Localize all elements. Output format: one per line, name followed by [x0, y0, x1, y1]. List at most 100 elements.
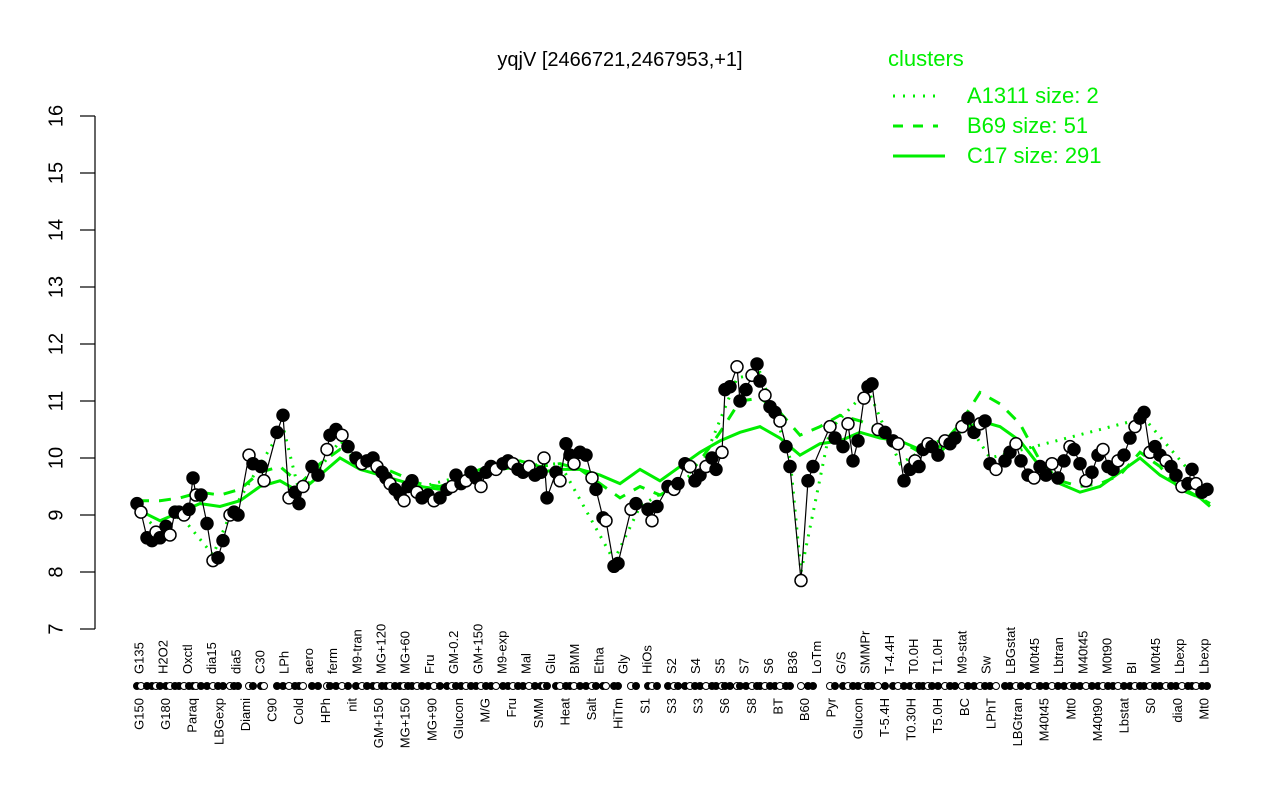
data-point: [1169, 468, 1183, 482]
data-point: [611, 556, 625, 571]
x-tick-label: LoTm: [809, 641, 824, 674]
x-tick-label: Paraq: [185, 698, 200, 733]
data-point: [806, 459, 820, 474]
x-tick-label: T5.0H: [930, 698, 945, 733]
data-point: [683, 459, 697, 474]
data-point: [671, 476, 685, 491]
x-tick-label: C30: [252, 650, 267, 674]
x-tick-label: LBGstat: [1003, 627, 1018, 674]
x-tick-label: G/S: [833, 651, 848, 674]
data-point: [257, 474, 271, 488]
data-point: [878, 425, 892, 440]
rug-point: [344, 682, 352, 690]
x-tick-label: S6: [717, 698, 732, 714]
x-tick-label: Mal: [519, 653, 534, 674]
data-point: [433, 491, 447, 505]
x-tick-label: S3: [691, 698, 706, 714]
data-point: [540, 491, 554, 505]
x-tick-label: HiTm: [611, 698, 626, 729]
data-point: [1051, 471, 1065, 485]
x-tick-label: M/G: [478, 698, 493, 723]
data-point: [579, 448, 593, 462]
x-tick-label: BI: [1124, 662, 1139, 674]
rug-point: [614, 682, 622, 690]
y-tick-label: 7: [45, 623, 67, 634]
data-point: [865, 377, 879, 391]
x-tick-label: T-5.4H: [877, 698, 892, 737]
x-tick-label: M0t45: [1148, 638, 1163, 674]
data-point: [828, 431, 842, 445]
x-tick-label: LBGexp: [211, 698, 226, 745]
legend-entry-c17: C17 size: 291: [967, 143, 1102, 168]
data-point: [846, 454, 860, 468]
data-point: [730, 360, 744, 374]
data-point: [1009, 437, 1023, 451]
data-point: [753, 374, 767, 388]
rug-point: [726, 682, 734, 690]
x-tick-label: GM+150: [470, 624, 485, 674]
data-point: [1117, 448, 1131, 462]
data-point: [629, 496, 643, 511]
rug-point: [951, 682, 959, 690]
x-tick-label: G150: [131, 698, 146, 730]
x-tick-label: Glucon: [451, 698, 466, 739]
x-tick-label: dia0: [1170, 698, 1185, 723]
x-tick-label: LPh: [277, 651, 292, 674]
data-point: [254, 459, 268, 474]
data-point: [931, 448, 945, 462]
x-tick-label: M9-stat: [954, 630, 969, 674]
data-point: [1014, 454, 1028, 468]
chart-title: yqjV [2466721,2467953,+1]: [497, 49, 742, 71]
data-point: [841, 417, 855, 431]
data-point: [773, 414, 787, 428]
rug-point: [934, 682, 942, 690]
rug-point: [234, 682, 242, 690]
rug-point: [219, 682, 227, 690]
data-point: [397, 494, 411, 508]
rug-point: [1203, 682, 1211, 690]
data-point: [200, 516, 214, 531]
data-point: [739, 382, 753, 397]
data-point: [1085, 465, 1099, 479]
data-point: [823, 419, 837, 434]
x-tick-label: T-4.4H: [882, 635, 897, 674]
data-point: [650, 499, 664, 514]
x-tick-label: LPhT: [983, 698, 998, 729]
x-tick-labels: G135 H2O2 Oxctl dia15 dia5 C30 LPh aero ferm M9-t…: [131, 624, 1211, 748]
x-tick-label: S3: [664, 698, 679, 714]
x-tick-label: MG+90: [424, 698, 439, 741]
data-point: [1185, 462, 1199, 477]
rug-point: [797, 682, 805, 690]
x-tick-label: S6: [761, 658, 776, 674]
x-tick-label: Lbexp: [1196, 639, 1211, 674]
x-tick-label: Oxctl: [180, 644, 195, 674]
x-tick-label: H2O2: [156, 640, 171, 674]
legend: clusters A1311 size: 2 B69 size: 51 C17 …: [888, 46, 1102, 168]
rug-point: [1017, 682, 1025, 690]
x-tick-label: ferm: [325, 648, 340, 674]
x-tick-label: MG+150: [398, 698, 413, 748]
x-tick-label: HPh: [318, 698, 333, 723]
data-point: [474, 479, 488, 494]
data-point: [553, 474, 567, 488]
x-tick-label: LBGtran: [1010, 698, 1025, 746]
rug-point: [592, 682, 600, 690]
data-point: [134, 505, 148, 519]
data-point: [758, 388, 772, 403]
x-tick-label: MG+60: [398, 631, 413, 674]
y-tick-label: 13: [45, 276, 67, 298]
rug-point: [260, 682, 268, 690]
x-tick-label: Gly: [616, 654, 631, 674]
x-tick-label: Diami: [238, 698, 253, 731]
data-point: [1123, 431, 1137, 445]
data-point: [585, 471, 599, 485]
data-point: [645, 513, 659, 528]
rug-point: [436, 682, 444, 690]
rug-point: [299, 682, 307, 690]
x-tick-label: Glu: [543, 654, 558, 674]
x-tick-label: BMM: [567, 644, 582, 674]
data-point: [534, 465, 548, 479]
data-point: [216, 533, 230, 548]
data-point: [851, 434, 865, 448]
x-tick-label: nit: [344, 698, 359, 712]
